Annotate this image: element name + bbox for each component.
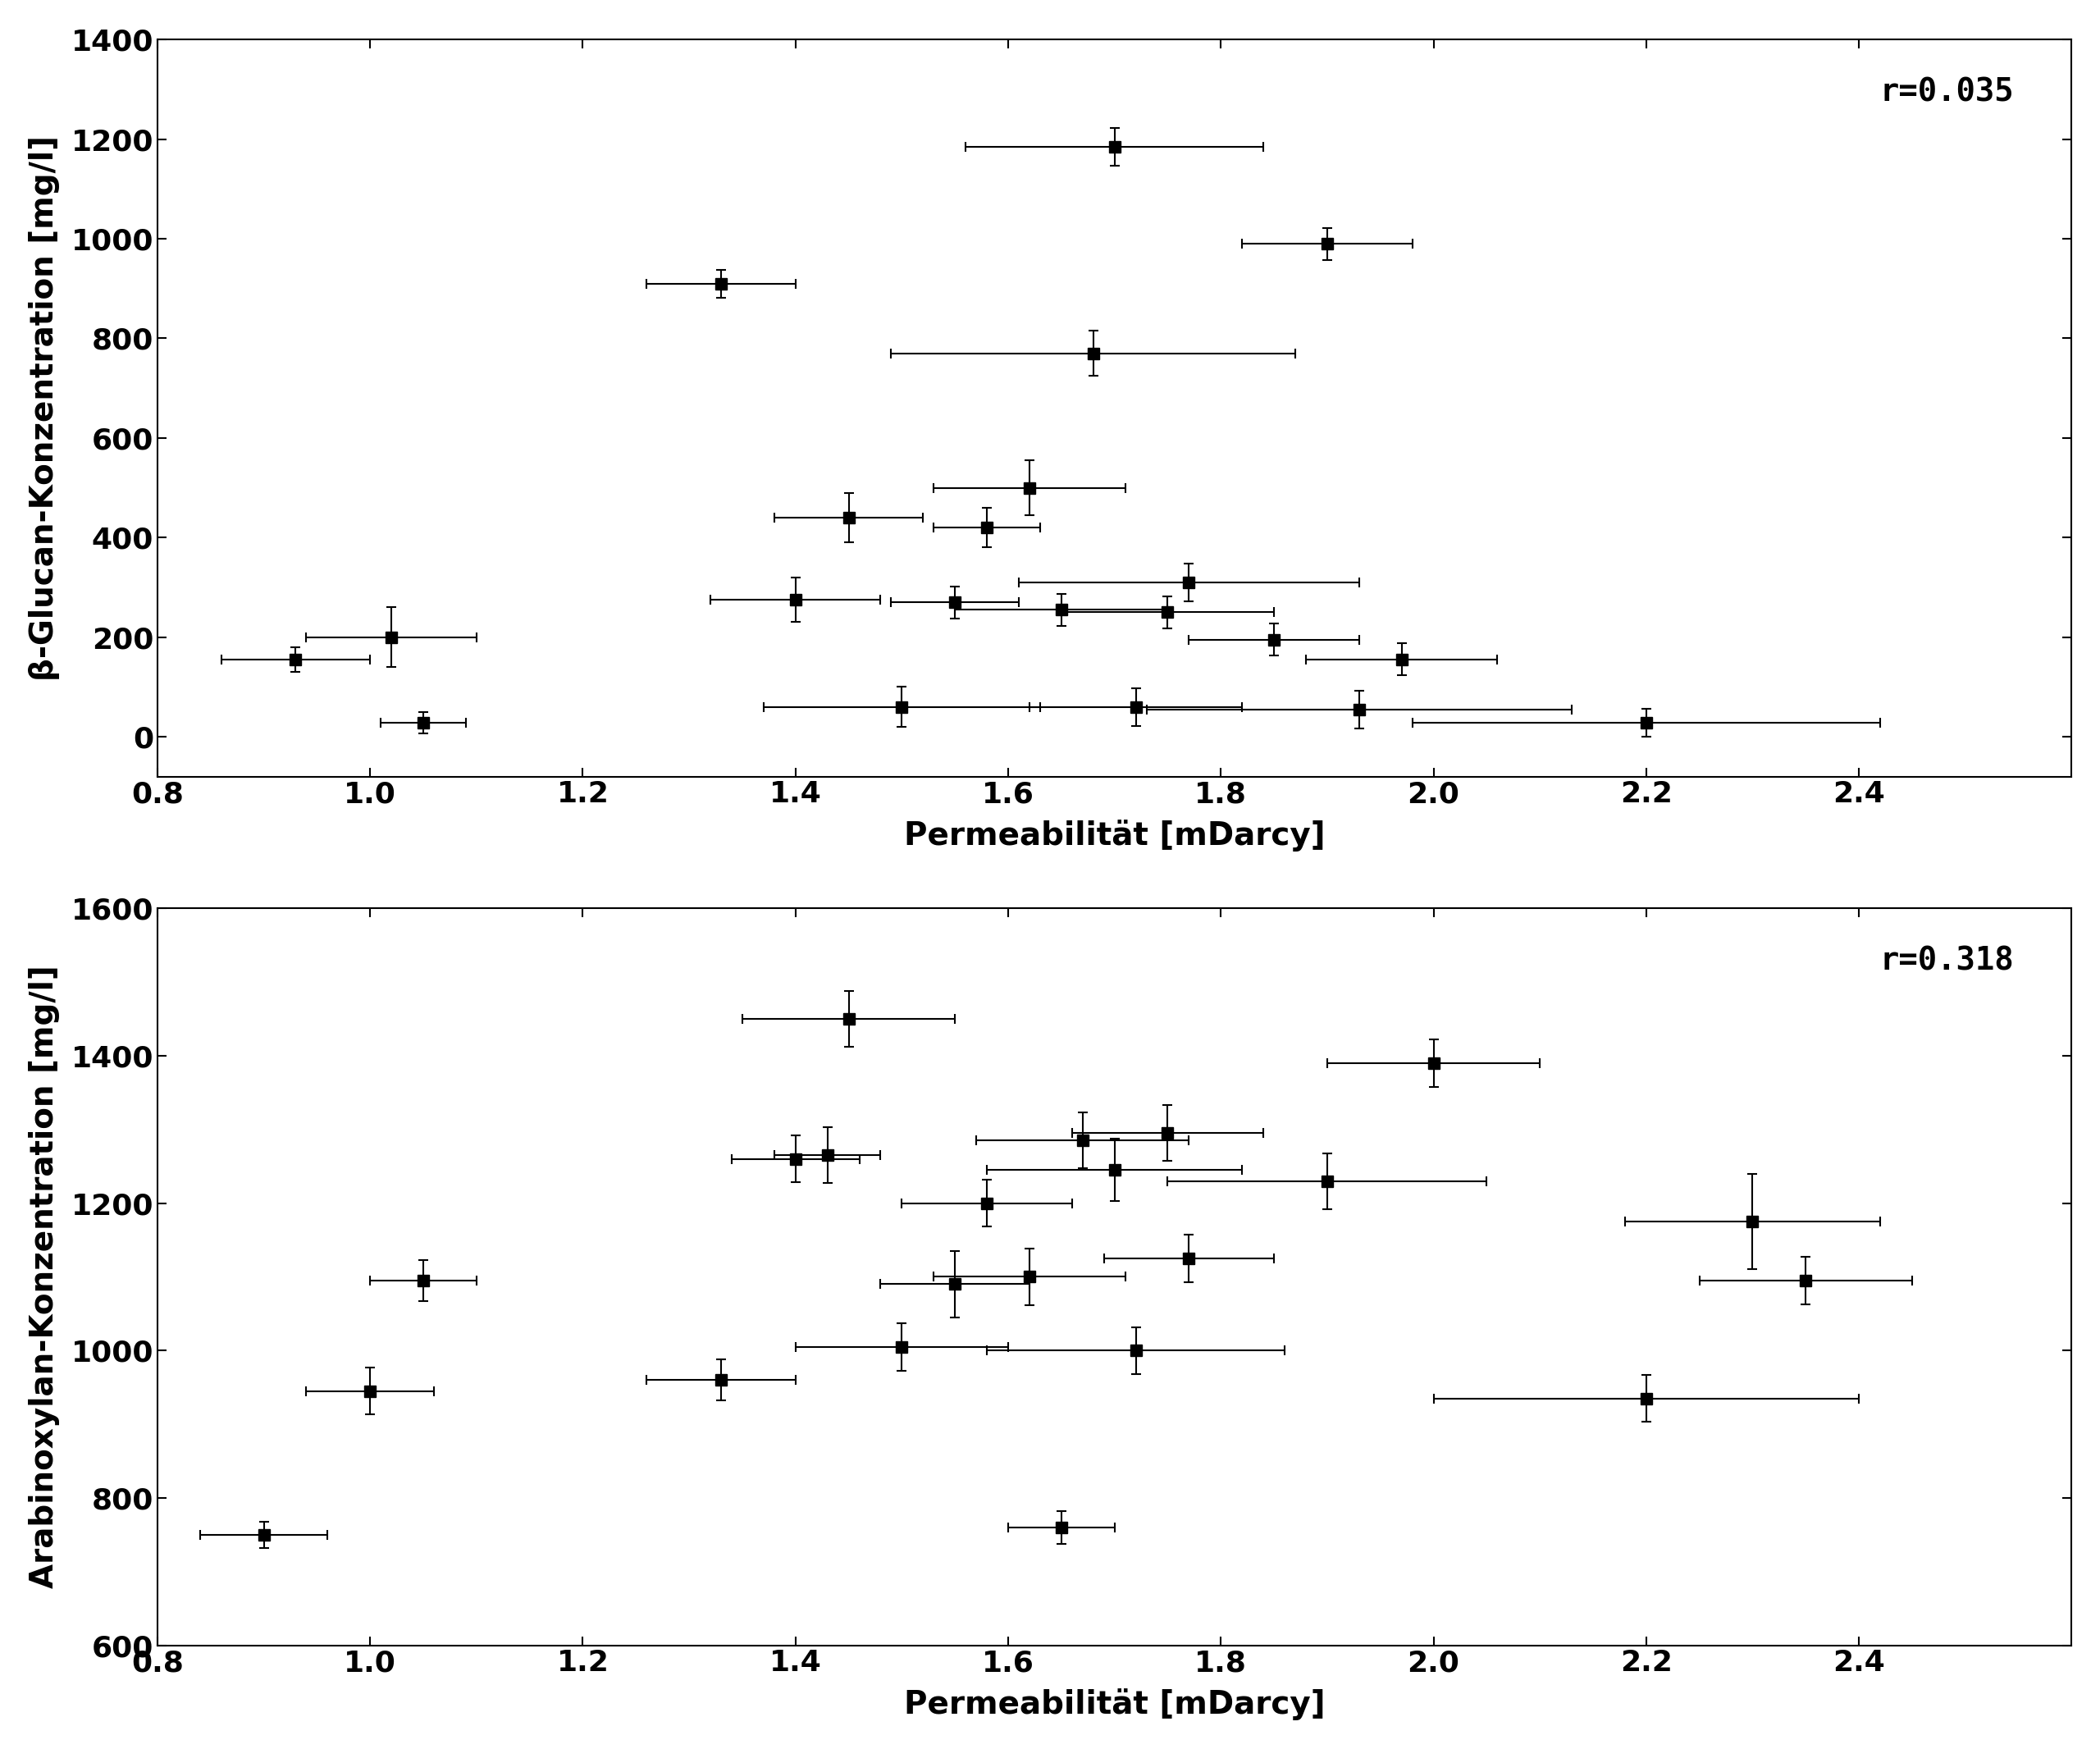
X-axis label: Permeabilität [mDarcy]: Permeabilität [mDarcy]	[903, 1688, 1325, 1721]
Y-axis label: Arabinoxylan-Konzentration [mg/l]: Arabinoxylan-Konzentration [mg/l]	[29, 965, 59, 1588]
Y-axis label: β-Glucan-Konzentration [mg/l]: β-Glucan-Konzentration [mg/l]	[29, 135, 59, 680]
Text: r=0.318: r=0.318	[1879, 944, 2014, 976]
X-axis label: Permeabilität [mDarcy]: Permeabilität [mDarcy]	[903, 820, 1325, 852]
Text: r=0.035: r=0.035	[1879, 77, 2014, 108]
